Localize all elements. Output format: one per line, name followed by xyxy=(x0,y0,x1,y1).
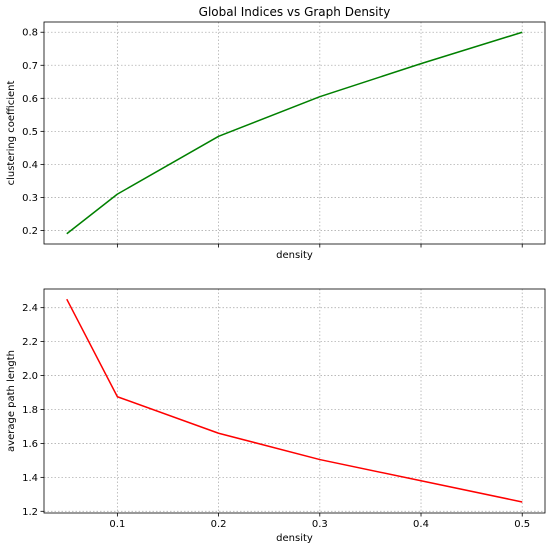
x-axis-label: density xyxy=(276,250,313,261)
y-tick-label: 2.2 xyxy=(22,337,38,348)
subplot-2: 0.1 0.2 0.3 0.4 0.5 1.2 1.4 1.6 1.8 2.0 2.2 2.4 dens… xyxy=(6,288,546,544)
y-axis-label: average path length xyxy=(6,350,17,452)
y-tick-label: 2.4 xyxy=(22,303,38,314)
x-tick-label: 0.5 xyxy=(514,519,530,530)
series-line-1 xyxy=(66,298,523,503)
y-tick-label: 1.4 xyxy=(22,473,38,484)
y-tick-label: 2.0 xyxy=(22,371,38,382)
y-tick-label: 0.6 xyxy=(22,94,38,105)
x-tick-label: 0.3 xyxy=(312,519,328,530)
x-tick-label: 0.4 xyxy=(413,519,429,530)
x-tick-label: 0.2 xyxy=(211,519,227,530)
y-tick-label: 0.2 xyxy=(22,226,38,237)
y-tick-label: 0.7 xyxy=(22,61,38,72)
y-tick-label: 1.6 xyxy=(22,439,38,450)
chart-title: Global Indices vs Graph Density xyxy=(199,5,391,19)
y-tick-label: 0.8 xyxy=(22,28,38,39)
y-tick-label: 0.4 xyxy=(22,160,38,171)
y-tick-label: 1.8 xyxy=(22,405,38,416)
x-axis-label: density xyxy=(276,533,313,544)
x-tick-label: 0.1 xyxy=(109,519,125,530)
series-line-1 xyxy=(66,31,523,235)
y-tick-label: 1.2 xyxy=(22,507,38,518)
plot-frame xyxy=(43,288,546,514)
plot-frame xyxy=(43,21,546,245)
y-axis-label: clustering coefficient xyxy=(6,81,17,186)
y-tick-label: 0.5 xyxy=(22,127,38,138)
subplot-1: 0.2 0.3 0.4 0.5 0.6 0.7 0.8 density clustering c… xyxy=(6,5,546,261)
y-tick-label: 0.3 xyxy=(22,193,38,204)
